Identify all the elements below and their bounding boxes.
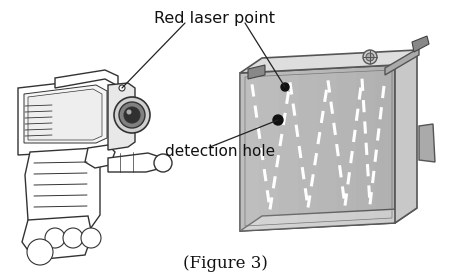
Circle shape (114, 97, 150, 133)
Polygon shape (240, 65, 395, 231)
Polygon shape (385, 48, 419, 75)
Polygon shape (337, 67, 356, 226)
Circle shape (27, 239, 53, 265)
Circle shape (119, 85, 125, 91)
Circle shape (281, 83, 289, 91)
Circle shape (154, 154, 172, 172)
Polygon shape (298, 69, 318, 228)
Circle shape (363, 50, 377, 64)
Circle shape (63, 228, 83, 248)
Polygon shape (25, 148, 100, 235)
Polygon shape (259, 71, 279, 230)
Polygon shape (240, 50, 417, 73)
Polygon shape (18, 78, 120, 155)
Polygon shape (55, 70, 118, 88)
Polygon shape (279, 70, 298, 229)
Circle shape (126, 110, 131, 115)
Polygon shape (22, 216, 92, 260)
Polygon shape (318, 68, 337, 227)
Text: (Figure 3): (Figure 3) (183, 254, 267, 272)
Circle shape (119, 102, 145, 128)
Polygon shape (28, 89, 102, 140)
Polygon shape (419, 124, 435, 162)
Polygon shape (85, 145, 115, 168)
Polygon shape (24, 85, 107, 143)
Polygon shape (108, 153, 163, 172)
Polygon shape (240, 72, 259, 231)
Circle shape (45, 228, 65, 248)
Polygon shape (395, 50, 417, 223)
Text: detection hole: detection hole (165, 145, 275, 160)
Polygon shape (412, 36, 429, 52)
Polygon shape (248, 65, 265, 79)
Circle shape (273, 115, 283, 125)
Polygon shape (108, 83, 135, 150)
Text: Red laser point: Red laser point (154, 10, 275, 25)
Circle shape (81, 228, 101, 248)
Polygon shape (240, 208, 417, 231)
Circle shape (124, 107, 140, 123)
Circle shape (366, 53, 374, 61)
